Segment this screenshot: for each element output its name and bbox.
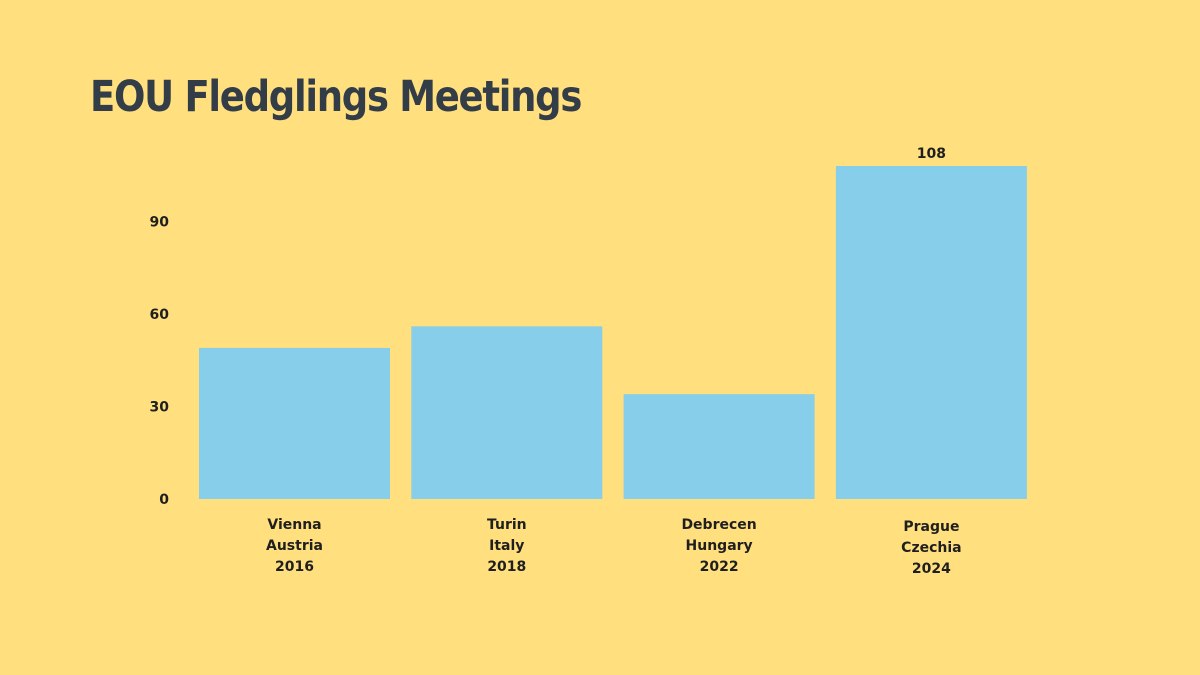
x-tick-label: 2024	[912, 561, 951, 577]
x-tick-label: 2016	[275, 559, 314, 575]
x-tick-label: Czechia	[901, 540, 961, 556]
chart-title: EOU Fledglings Meetings	[90, 72, 582, 122]
bar	[835, 166, 1027, 499]
bar	[199, 347, 390, 499]
x-tick-label: Prague	[903, 519, 959, 535]
y-tick-label: 60	[150, 307, 170, 323]
y-tick-label: 30	[150, 400, 170, 416]
y-tick-label: 90	[150, 215, 170, 231]
bar	[623, 394, 815, 499]
data-label: 108	[917, 146, 946, 162]
x-tick-label: Hungary	[686, 538, 753, 554]
x-tick-label: Debrecen	[681, 517, 756, 533]
y-tick-label: 0	[159, 492, 169, 508]
x-tick-label: 2018	[487, 559, 526, 575]
x-tick-label: Italy	[489, 538, 524, 554]
x-tick-label: Austria	[266, 538, 323, 554]
bar	[411, 326, 603, 499]
x-tick-label: Vienna	[267, 517, 321, 533]
x-tick-label: Turin	[487, 517, 527, 533]
x-tick-label: 2022	[700, 559, 739, 575]
